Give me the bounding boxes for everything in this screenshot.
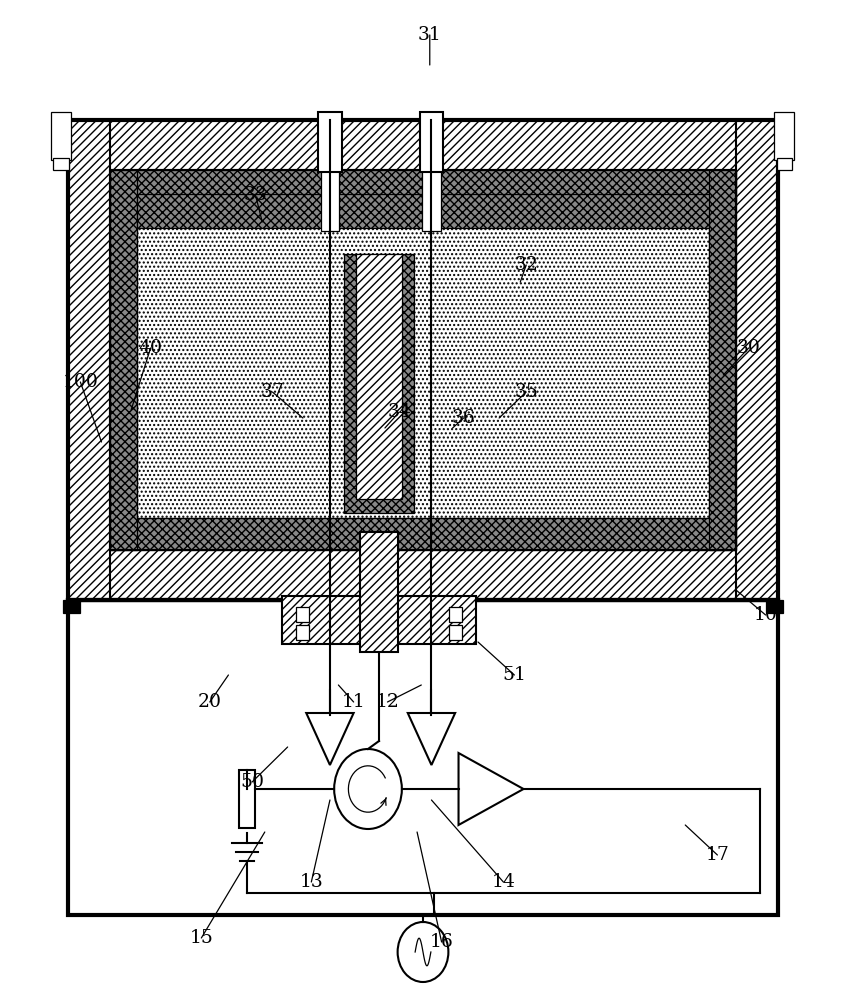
Text: 50: 50 — [240, 773, 264, 791]
Text: 36: 36 — [452, 409, 475, 427]
Bar — [449, 625, 462, 640]
Text: 100: 100 — [63, 373, 98, 391]
Bar — [51, 112, 71, 160]
Bar — [766, 600, 783, 613]
Bar — [318, 112, 342, 172]
Bar — [68, 550, 778, 600]
Bar — [709, 170, 736, 550]
Bar — [63, 600, 80, 613]
Text: 37: 37 — [261, 383, 284, 401]
Polygon shape — [306, 713, 354, 765]
Bar — [68, 120, 778, 600]
Bar — [68, 600, 778, 915]
Circle shape — [398, 922, 448, 982]
Text: 16: 16 — [430, 933, 453, 951]
Bar — [239, 770, 255, 828]
Bar — [110, 170, 736, 202]
Text: 34: 34 — [387, 403, 411, 421]
Bar — [110, 170, 736, 550]
Bar — [420, 112, 443, 172]
Bar — [296, 607, 309, 622]
Text: 32: 32 — [514, 256, 538, 274]
Text: 10: 10 — [754, 606, 777, 624]
Bar — [110, 518, 736, 550]
Text: 31: 31 — [418, 26, 442, 44]
Text: 11: 11 — [342, 693, 365, 711]
Text: 35: 35 — [514, 383, 538, 401]
Text: 17: 17 — [706, 846, 729, 864]
Text: 15: 15 — [190, 929, 213, 947]
Bar — [321, 165, 339, 231]
Bar — [296, 625, 309, 640]
Bar — [344, 254, 414, 513]
Bar — [282, 596, 476, 644]
Bar — [774, 112, 794, 160]
Bar — [360, 532, 398, 652]
Bar — [137, 194, 709, 228]
Text: 33: 33 — [244, 186, 267, 204]
Text: 30: 30 — [737, 339, 761, 357]
Text: 13: 13 — [299, 873, 323, 891]
Polygon shape — [459, 753, 524, 825]
Bar — [736, 120, 778, 600]
Polygon shape — [408, 713, 455, 765]
Bar — [356, 254, 402, 499]
Bar — [777, 158, 792, 170]
Text: 20: 20 — [198, 693, 222, 711]
Bar — [68, 120, 110, 600]
Circle shape — [334, 749, 402, 829]
Bar — [422, 165, 441, 231]
Bar — [68, 120, 778, 170]
Bar — [449, 607, 462, 622]
Text: 40: 40 — [139, 339, 162, 357]
Text: 12: 12 — [376, 693, 399, 711]
Bar — [137, 202, 709, 518]
Bar — [53, 158, 69, 170]
Text: 51: 51 — [503, 666, 526, 684]
Bar — [110, 170, 137, 550]
Text: 14: 14 — [492, 873, 515, 891]
